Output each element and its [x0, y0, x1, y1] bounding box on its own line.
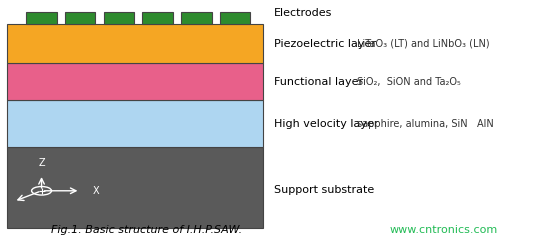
- Bar: [7, 63, 263, 100]
- Text: www.cntronics.com: www.cntronics.com: [389, 225, 497, 235]
- Bar: [7, 147, 263, 228]
- Text: Y: Y: [0, 204, 3, 214]
- Text: sapphire, alumina, SiN   AlN: sapphire, alumina, SiN AlN: [357, 119, 494, 129]
- Text: Piezoelectric layer: Piezoelectric layer: [274, 39, 376, 49]
- Bar: [220, 12, 250, 24]
- Text: Electrodes: Electrodes: [274, 8, 332, 18]
- Bar: [7, 24, 263, 63]
- Text: X: X: [93, 186, 99, 196]
- Text: Z: Z: [38, 158, 45, 168]
- Bar: [142, 12, 173, 24]
- Text: LiTaO₃ (LT) and LiNbO₃ (LN): LiTaO₃ (LT) and LiNbO₃ (LN): [357, 39, 490, 49]
- Text: Functional layer: Functional layer: [274, 77, 363, 87]
- Text: SiO₂,  SiON and Ta₂O₅: SiO₂, SiON and Ta₂O₅: [357, 77, 461, 87]
- Bar: [26, 12, 57, 24]
- Text: High velocity layer: High velocity layer: [274, 119, 379, 129]
- Bar: [65, 12, 95, 24]
- Text: Fig.1. Basic structure of I.H.P.SAW.: Fig.1. Basic structure of I.H.P.SAW.: [52, 225, 242, 235]
- Bar: [181, 12, 212, 24]
- Bar: [104, 12, 134, 24]
- Bar: [7, 100, 263, 147]
- Text: Support substrate: Support substrate: [274, 185, 375, 195]
